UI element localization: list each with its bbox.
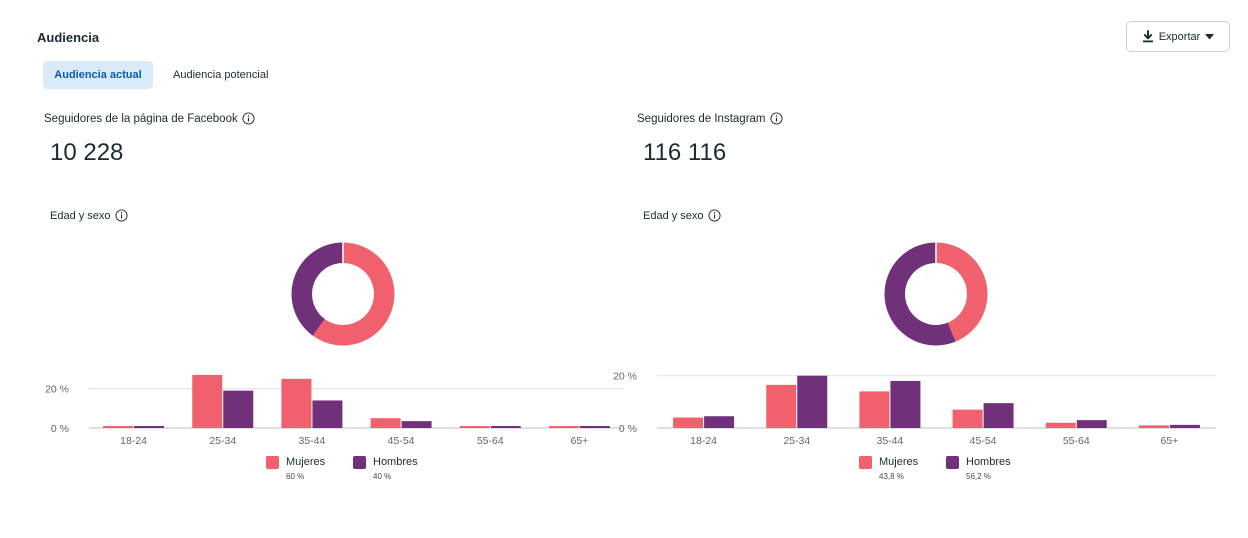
facebook-x-tick-label: 55-64 — [477, 435, 504, 445]
info-icon[interactable] — [115, 209, 128, 222]
legend-label-men: Hombres — [966, 456, 1011, 468]
tab-audiencia-actual[interactable]: Audiencia actual — [43, 61, 153, 89]
legend-swatch-men — [946, 456, 959, 469]
instagram-donut-slice-men — [884, 242, 956, 346]
instagram-legend: Mujeres 43,8 % Hombres 56,2 % — [593, 455, 1193, 495]
facebook-followers-label-text: Seguidores de la página de Facebook — [44, 112, 238, 125]
tab-audiencia-potencial[interactable]: Audiencia potencial — [173, 69, 269, 81]
facebook-age-gender-label-text: Edad y sexo — [50, 209, 111, 222]
facebook-bar-men-65+ — [579, 426, 610, 428]
facebook-donut-slice-men — [291, 242, 343, 336]
instagram-followers-label: Seguidores de Instagram — [637, 112, 783, 125]
facebook-legend: Mujeres 60 % Hombres 40 % — [0, 455, 600, 495]
caret-down-icon — [1205, 33, 1215, 39]
facebook-bar-women-18-24 — [103, 426, 134, 428]
page-title: Audiencia — [37, 30, 100, 45]
facebook-bar-men-18-24 — [134, 426, 165, 428]
legend-swatch-women — [266, 456, 279, 469]
facebook-followers-label: Seguidores de la página de Facebook — [44, 112, 255, 125]
info-icon[interactable] — [769, 112, 783, 125]
legend-item-men: Hombres 40 % — [353, 455, 418, 483]
export-button-label: Exportar — [1158, 30, 1201, 43]
info-icon[interactable] — [708, 209, 721, 222]
facebook-age-gender-label: Edad y sexo — [50, 209, 128, 222]
export-button[interactable]: Exportar — [1126, 21, 1230, 52]
instagram-bar-men-45-54 — [983, 403, 1014, 428]
facebook-x-tick-label: 18-24 — [120, 435, 147, 445]
facebook-bar-men-55-64 — [490, 426, 521, 428]
legend-swatch-women — [859, 456, 872, 469]
instagram-x-tick-label: 65+ — [1161, 435, 1179, 445]
facebook-bar-women-65+ — [548, 426, 579, 428]
legend-item-women: Mujeres 60 % — [266, 455, 325, 483]
instagram-x-tick-label: 18-24 — [690, 435, 717, 445]
instagram-bar-women-65+ — [1138, 425, 1169, 428]
instagram-y-tick-label: 20 % — [613, 371, 637, 383]
facebook-bar-women-35-44 — [281, 378, 312, 428]
instagram-bar-men-65+ — [1169, 424, 1200, 428]
facebook-x-tick-label: 65+ — [571, 435, 589, 445]
facebook-panel: Seguidores de la página de Facebook 10 2… — [0, 0, 624, 538]
legend-swatch-men — [353, 456, 366, 469]
instagram-followers-label-text: Seguidores de Instagram — [637, 112, 766, 125]
facebook-x-tick-label: 35-44 — [298, 435, 325, 445]
instagram-followers-count: 116 116 — [643, 139, 727, 166]
legend-label-women: Mujeres — [879, 456, 919, 468]
instagram-bar-women-35-44 — [859, 391, 890, 428]
instagram-x-tick-label: 25-34 — [783, 435, 810, 445]
instagram-bar-women-55-64 — [1045, 422, 1076, 428]
instagram-age-gender-label-text: Edad y sexo — [643, 209, 704, 222]
instagram-x-tick-label: 35-44 — [876, 435, 903, 445]
instagram-panel: Seguidores de Instagram 116 116 Edad y s… — [593, 0, 1216, 538]
legend-percent-men: 56,2 % — [966, 472, 991, 481]
facebook-gender-donut-chart — [291, 242, 395, 346]
legend-label-men: Hombres — [373, 456, 418, 468]
legend-label-women: Mujeres — [286, 456, 326, 468]
instagram-gender-donut-chart — [884, 242, 988, 346]
facebook-y-tick-label: 20 % — [45, 384, 69, 396]
facebook-bar-women-55-64 — [459, 426, 490, 428]
instagram-bar-men-25-34 — [797, 375, 828, 428]
instagram-donut-slice-women — [936, 242, 988, 342]
legend-percent-women: 60 % — [286, 472, 305, 481]
instagram-age-gender-label: Edad y sexo — [643, 209, 721, 222]
facebook-donut-slice-women — [312, 242, 395, 346]
facebook-x-tick-label: 25-34 — [209, 435, 236, 445]
instagram-y-tick-label: 0 % — [619, 423, 637, 435]
instagram-bar-men-35-44 — [890, 380, 921, 428]
facebook-bar-men-45-54 — [401, 421, 432, 428]
instagram-x-tick-label: 55-64 — [1063, 435, 1090, 445]
facebook-y-tick-label: 0 % — [51, 423, 69, 435]
facebook-followers-count: 10 228 — [50, 139, 124, 166]
instagram-x-tick-label: 45-54 — [970, 435, 997, 445]
instagram-bar-women-18-24 — [673, 417, 704, 428]
legend-item-women: Mujeres 43,8 % — [859, 455, 918, 483]
facebook-x-tick-label: 45-54 — [388, 435, 415, 445]
instagram-bar-men-18-24 — [704, 416, 735, 428]
instagram-bar-women-45-54 — [952, 409, 983, 428]
legend-percent-women: 43,8 % — [879, 472, 904, 481]
instagram-age-bar-chart: 0 % 20 % 18-24 25-34 35-44 45-54 55-64 65+ — [613, 371, 1216, 445]
instagram-bar-men-55-64 — [1076, 420, 1107, 428]
instagram-bar-women-25-34 — [766, 384, 797, 428]
facebook-bar-women-45-54 — [370, 418, 401, 428]
download-icon — [1142, 30, 1153, 43]
legend-item-men: Hombres 56,2 % — [946, 455, 1011, 483]
facebook-bar-women-25-34 — [192, 374, 223, 428]
info-icon[interactable] — [242, 112, 255, 125]
facebook-age-bar-chart: 0 % 20 % 18-24 25-34 35-44 45-54 55-64 65+ — [45, 374, 624, 445]
facebook-bar-men-35-44 — [312, 400, 343, 428]
legend-percent-men: 40 % — [373, 472, 392, 481]
facebook-bar-men-25-34 — [223, 390, 254, 428]
